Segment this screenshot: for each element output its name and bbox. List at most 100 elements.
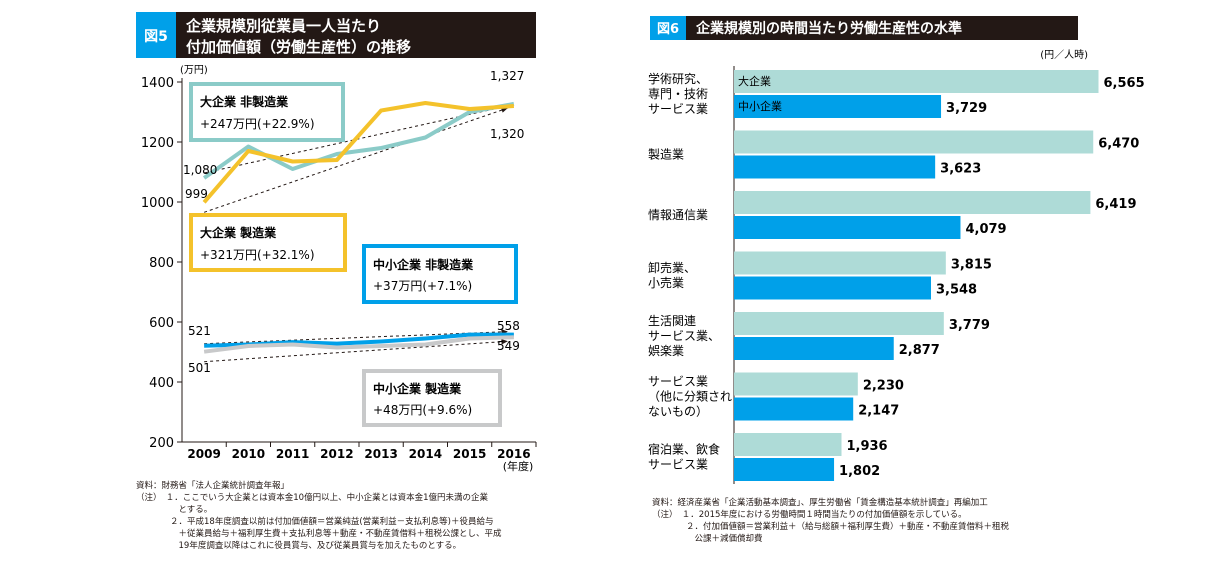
bar-sme	[734, 155, 936, 179]
fig5-x-tick-labels: 2009 2010 2011 2012 2013 2014 2015 2016	[187, 442, 537, 461]
bar-label-large: 6,470	[1098, 137, 1139, 152]
fig5-trend-arrowhead	[500, 107, 508, 113]
category-label: サービス業	[648, 102, 708, 116]
fig5-label-ln-start: 1,080	[183, 163, 217, 177]
bar-label-large: 6,419	[1095, 197, 1136, 212]
category-label: 宿泊業、飲食	[648, 442, 720, 457]
fig5-y-tick-label: 1200	[141, 136, 174, 151]
bar-label-sme: 3,623	[940, 162, 981, 177]
bar-label-large: 2,230	[863, 379, 904, 394]
fig5-x-tick-label: 2015	[453, 447, 486, 461]
callout-large-mfg-value: +321万円(+32.1%)	[200, 248, 315, 262]
callout-large-mfg: 大企業 製造業 +321万円(+32.1%)	[189, 213, 347, 272]
fig5-trend-line	[204, 340, 508, 363]
bar-label-sme: 3,548	[936, 283, 977, 298]
bar-large	[734, 251, 946, 275]
callout-large-nonmfg-value: +247万円(+22.9%)	[200, 117, 315, 131]
callout-sme-mfg: 中小企業 製造業 +48万円(+9.6%)	[362, 369, 502, 427]
bar-large	[734, 312, 944, 335]
legend-sme: 中小企業	[738, 99, 782, 113]
fig6-unit-label: (円／人時)	[1040, 49, 1088, 61]
fig5-x-unit-label: (年度)	[503, 459, 534, 473]
category-label: サービス業	[648, 375, 708, 389]
fig5-trend-arrowhead	[501, 339, 508, 345]
fig5-notes: 資料：財務省「法人企業統計調査年報」 （注） １．ここでいう大企業とは資本金10…	[136, 481, 502, 551]
series-line-large_mfg	[202, 101, 515, 204]
fig5-title-line2: 付加価値額（労働生産性）の推移	[186, 38, 411, 56]
fig5-label-sn-start: 521	[188, 324, 211, 338]
legend-large: 大企業	[738, 74, 771, 88]
bar-large	[734, 130, 1094, 154]
fig5-x-tick-label: 2012	[320, 447, 353, 461]
series-line-large_nonmfg	[202, 101, 515, 180]
bar-sme	[734, 216, 961, 239]
figure-5-line-chart: 図5 企業規模別従業員一人当たり 付加価値額（労働生産性）の推移 (万円) (年…	[136, 12, 537, 473]
fig5-unit-label: (万円)	[180, 65, 208, 76]
bar-sme	[734, 95, 942, 118]
fig5-x-tick-label: 2014	[409, 447, 442, 461]
callout-large-nonmfg: 大企業 非製造業 +247万円(+22.9%)	[189, 82, 345, 142]
fig5-y-tick-label: 800	[149, 256, 174, 271]
fig5-x-tick-label: 2011	[276, 447, 309, 461]
category-label: 製造業	[648, 148, 684, 162]
category-label: 生活関連	[648, 314, 696, 328]
fig6-badge: 図6	[657, 22, 679, 37]
series-line-sme_mfg	[203, 335, 514, 354]
fig5-series-group	[202, 101, 515, 354]
fig5-x-tick-label: 2016	[497, 447, 530, 461]
fig5-y-ticks: 1400 1200 1000 800 600 400 200	[141, 76, 182, 451]
fig5-y-tick-label: 600	[149, 316, 174, 331]
bar-label-sme: 2,147	[858, 404, 899, 419]
callout-sme-mfg-title: 中小企業 製造業	[373, 381, 462, 396]
fig5-badge-bg	[136, 12, 176, 58]
fig5-title-line1: 企業規模別従業員一人当たり	[185, 17, 381, 35]
bar-label-sme: 3,729	[946, 101, 987, 116]
fig5-label-lm-end: 1,320	[490, 127, 524, 141]
category-label: 娯楽業	[648, 344, 684, 358]
fig5-trend-line	[204, 331, 508, 345]
fig6-title-bg	[686, 16, 1078, 40]
fig5-label-lm-start: 999	[185, 187, 208, 201]
fig5-label-sn-end: 558	[497, 319, 520, 333]
callout-large-mfg-title: 大企業 製造業	[200, 225, 277, 240]
category-label: 専門・技術	[648, 87, 708, 101]
callout-sme-nonmfg: 中小企業 非製造業 +37万円(+7.1%)	[362, 244, 518, 304]
fig5-title-bg	[176, 12, 536, 58]
bar-label-sme: 1,802	[839, 464, 880, 479]
bar-large	[734, 191, 1091, 214]
fig5-y-tick-label: 1400	[141, 76, 174, 91]
fig5-x-tick-label: 2010	[232, 447, 265, 461]
fig6-title: 企業規模別の時間当たり労働生産性の水準	[695, 20, 962, 37]
fig5-x-tick-label: 2009	[187, 447, 220, 461]
fig5-badge: 図5	[144, 29, 168, 45]
fig5-y-tick-label: 1000	[141, 196, 174, 211]
bar-sme	[734, 458, 835, 481]
callout-sme-nonmfg-title: 中小企業 非製造業	[373, 257, 474, 272]
bar-label-large: 6,565	[1104, 76, 1145, 91]
category-label: 卸売業、	[648, 260, 696, 275]
callout-sme-nonmfg-value: +37万円(+7.1%)	[373, 279, 472, 293]
fig6-badge-bg	[650, 16, 686, 40]
callout-sme-mfg-value: +48万円(+9.6%)	[373, 403, 472, 417]
bar-label-sme: 4,079	[965, 222, 1006, 237]
category-label: サービス業、	[648, 329, 720, 343]
bar-large	[734, 70, 1099, 93]
category-label: サービス業	[648, 458, 708, 472]
fig5-label-ln-end: 1,327	[490, 69, 524, 83]
bar-label-sme: 2,877	[899, 343, 940, 358]
fig5-label-sm-end: 549	[497, 339, 520, 353]
bar-sme	[734, 337, 894, 360]
bar-large	[734, 372, 858, 396]
bar-label-large: 1,936	[846, 439, 887, 454]
bar-large	[734, 433, 842, 456]
category-label: ないもの）	[648, 405, 708, 419]
figure-6-bar-chart: 図6 企業規模別の時間当たり労働生産性の水準 (円／人時) 6,565 3,729…	[648, 16, 1145, 484]
category-label: （他に分類され	[648, 390, 732, 404]
bar-sme	[734, 397, 854, 421]
bar-label-large: 3,779	[949, 318, 990, 333]
category-label: 小売業	[648, 275, 684, 290]
fig5-x-tick-label: 2013	[364, 447, 397, 461]
fig5-label-sm-start: 501	[188, 361, 211, 375]
fig6-notes: 資料：経済産業省「企業活動基本調査」、厚生労働省「賃金構造基本統計調査」再編加工…	[652, 498, 1010, 544]
